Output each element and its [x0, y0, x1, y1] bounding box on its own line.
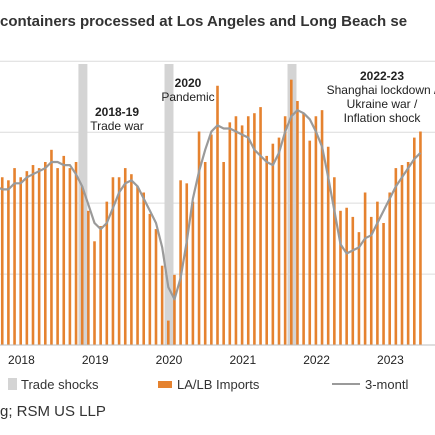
trade-shock-band — [164, 64, 174, 345]
import-bar — [228, 122, 232, 345]
import-bar — [357, 232, 361, 345]
legend-item-imports: LA/LB Imports — [158, 377, 259, 393]
import-bar — [160, 265, 164, 345]
import-bar — [283, 116, 287, 345]
import-bar — [62, 155, 66, 345]
import-bar — [130, 174, 133, 345]
shock-period-sublabel: Trade war — [90, 119, 144, 133]
import-bar — [265, 155, 268, 345]
source-note: g; RSM US LLP — [0, 403, 106, 420]
x-tick-label: 2021 — [229, 353, 256, 367]
x-tick-label: 2023 — [377, 353, 404, 367]
import-bar — [302, 113, 305, 345]
import-bar — [173, 274, 176, 345]
import-bar — [19, 177, 22, 345]
import-bar — [351, 216, 355, 345]
import-bar — [388, 192, 391, 345]
import-bar — [246, 116, 250, 345]
import-bar — [271, 143, 275, 345]
import-bar — [197, 131, 201, 345]
import-bar — [185, 183, 189, 345]
import-bar — [216, 85, 219, 345]
import-bar — [31, 165, 35, 345]
shock-period-label: 2022-23 — [360, 69, 404, 83]
import-bar — [296, 101, 299, 345]
x-tick-label: 2018 — [8, 353, 35, 367]
import-bar — [234, 116, 238, 345]
import-bar — [259, 107, 262, 345]
shock-period-sublabel: Pandemic — [161, 90, 214, 104]
import-bar — [68, 168, 72, 345]
import-bar — [0, 177, 4, 345]
import-bar — [394, 168, 398, 345]
average-line — [0, 109, 422, 301]
import-bar — [13, 168, 16, 345]
import-bar — [7, 180, 10, 345]
import-bar — [240, 125, 244, 346]
import-bar — [363, 192, 367, 345]
import-bar — [210, 134, 213, 345]
shock-period-label: 2020 — [175, 76, 202, 90]
x-tick-label: 2020 — [156, 353, 183, 367]
import-bar — [253, 113, 256, 345]
import-bar — [277, 137, 281, 345]
legend-item-average: 3-montl — [332, 377, 408, 393]
legend-label-trade-shocks: Trade shocks — [21, 377, 99, 392]
import-bar — [203, 162, 207, 345]
shock-period-sublabel: Shanghai lockdown / — [327, 83, 435, 97]
import-bar — [339, 210, 342, 345]
import-bar — [93, 241, 96, 345]
import-bar — [320, 110, 324, 346]
trade-shocks-swatch — [8, 378, 17, 390]
import-bar — [179, 180, 182, 345]
import-bar — [111, 177, 115, 345]
import-bar — [369, 216, 373, 345]
legend-item-trade-shocks: Trade shocks — [8, 377, 99, 393]
import-bar — [167, 320, 170, 345]
import-bar — [25, 171, 29, 345]
import-bar — [37, 168, 41, 345]
import-bar — [326, 146, 330, 345]
import-bar — [50, 149, 53, 345]
import-bar — [117, 177, 121, 345]
legend-label-average: 3-montl — [365, 377, 409, 392]
import-bar — [142, 192, 145, 345]
import-bar — [105, 201, 109, 345]
import-bar — [290, 79, 293, 346]
import-bar — [222, 162, 225, 345]
import-bar — [376, 201, 379, 345]
import-bar — [154, 229, 158, 345]
import-bar — [191, 201, 195, 345]
import-bar — [308, 140, 312, 345]
import-bar — [80, 186, 84, 345]
shock-period-label: 2018-19 — [95, 105, 139, 119]
chart-title: containers processed at Los Angeles and … — [0, 13, 408, 30]
x-tick-label: 2019 — [82, 353, 109, 367]
import-bar — [419, 131, 422, 345]
shock-period-sublabel: Inflation shock — [344, 111, 422, 125]
import-bar — [382, 223, 385, 345]
import-bar — [413, 137, 416, 345]
x-tick-label: 2022 — [303, 353, 330, 367]
import-bar — [345, 207, 348, 345]
import-bar — [314, 116, 318, 345]
import-bar — [87, 210, 90, 345]
import-bar — [74, 162, 78, 345]
imports-swatch — [158, 381, 172, 388]
import-bar — [44, 162, 47, 345]
import-bar — [136, 186, 139, 345]
average-swatch — [332, 383, 360, 385]
import-bar — [148, 213, 152, 345]
import-bar — [99, 226, 102, 345]
import-bar — [123, 168, 127, 345]
import-bar — [406, 162, 410, 345]
shock-period-sublabel: Ukraine war / — [347, 97, 418, 111]
import-bar — [333, 177, 336, 345]
legend-label-imports: LA/LB Imports — [177, 377, 260, 392]
import-bar — [400, 165, 404, 345]
import-bar — [56, 168, 59, 345]
